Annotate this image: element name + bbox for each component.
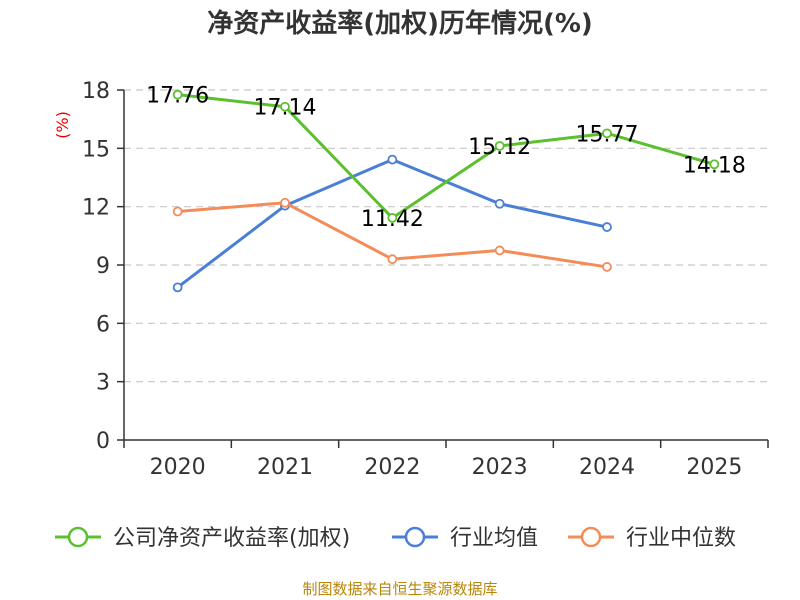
data-label: 11.42 [361,207,424,232]
data-point [494,141,505,151]
data-point [602,262,612,272]
data-label: 15.12 [468,135,531,160]
data-label: 15.77 [576,122,639,147]
data-label: 17.76 [146,84,209,109]
legend-label: 公司净资产收益率(加权) [113,526,350,551]
y-tick-label: 12 [82,196,110,221]
data-point [387,213,398,223]
legend-label: 行业均值 [450,526,538,551]
data-point [494,198,505,209]
data-point [172,282,183,293]
data-point [387,154,398,165]
x-tick-label: 2025 [686,455,742,480]
data-point [172,206,183,217]
x-tick-label: 2020 [150,455,206,480]
y-tick-label: 3 [96,371,110,396]
series-lines [172,89,720,293]
legend-label: 行业中位数 [626,526,736,551]
data-point [602,128,612,139]
data-labels: 17.76 17.14 11.42 15.12 15.77 14.18 [146,84,746,232]
y-tick-label: 18 [82,79,110,104]
data-label: 17.14 [254,96,317,121]
data-point [494,245,505,256]
legend: 公司净资产收益率(加权) 行业均值 行业中位数 [55,526,736,551]
series-line [177,93,715,220]
data-point [172,89,183,100]
x-tick-label: 2024 [579,455,635,480]
data-label: 14.18 [683,153,746,178]
data-point [709,159,720,170]
legend-marker [404,526,426,548]
legend-marker [580,526,602,548]
y-tick-label: 0 [96,429,110,454]
y-tick-label: 9 [96,254,110,279]
axes: 0 3 6 9 12 15 18 2020 2021 2022 2023 2024 2025 [82,79,769,480]
source-note: 制图数据来自恒生聚源数据库 [302,580,497,598]
data-point [280,101,290,112]
chart-title: 净资产收益率(加权)历年情况(%) [207,8,593,39]
data-point [602,222,612,232]
y-tick-label: 6 [96,312,110,337]
data-point [387,254,398,265]
x-tick-label: 2023 [472,455,528,480]
y-tick-label: 15 [82,137,110,162]
x-tick-label: 2021 [257,455,313,480]
grid-lines [124,89,768,383]
x-tick-label: 2022 [364,455,420,480]
data-point [280,197,290,208]
legend-marker [67,526,89,548]
y-axis-label: (%) [53,111,72,139]
